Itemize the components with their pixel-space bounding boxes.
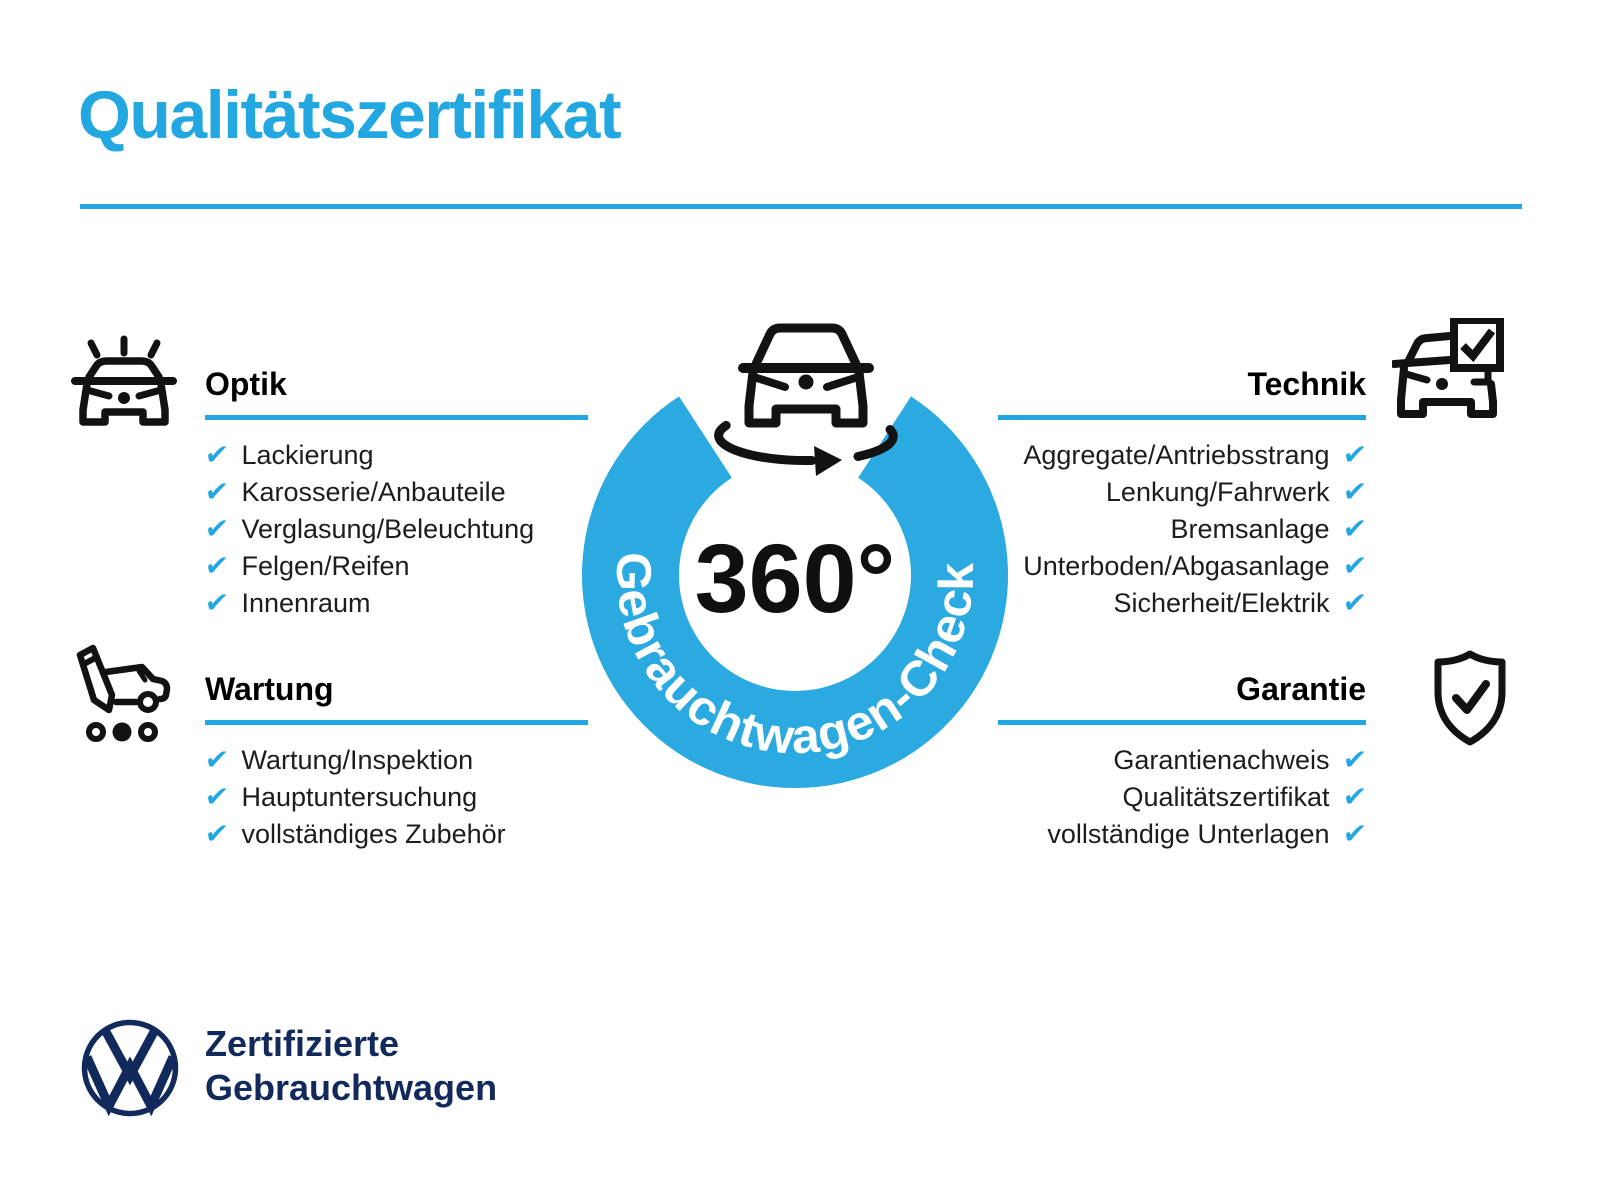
checklist-item-label: Wartung/Inspektion <box>241 744 474 775</box>
check-icon: ✔ <box>1340 780 1368 814</box>
check-icon: ✔ <box>1340 586 1368 620</box>
car-shine-icon <box>71 335 177 426</box>
checklist-item-label: Aggregate/Antriebsstrang <box>1023 439 1330 470</box>
checklist-item: ✔ vollständige Unterlagen <box>998 816 1368 853</box>
check-icon: ✔ <box>203 512 231 546</box>
section-divider <box>205 719 588 725</box>
check-icon: ✔ <box>1340 475 1368 509</box>
section-optik: Optik ✔ Lackierung ✔ Karosserie/Anbauteile ✔… <box>203 366 588 622</box>
ring <box>581 396 1008 789</box>
checklist-item: ✔ Sicherheit/Elektrik <box>998 585 1368 622</box>
car-rotate-icon <box>714 323 898 476</box>
360-degree-check-badge: Gebrauchtwagen-Check 360° <box>581 323 1008 789</box>
car-checklist-icon <box>1392 318 1504 418</box>
checklist-item: ✔ Bremsanlage <box>998 511 1368 548</box>
checklist-item-label: Bremsanlage <box>1170 513 1330 544</box>
checklist: ✔ Lackierung ✔ Karosserie/Anbauteile ✔ Vergla… <box>203 437 588 622</box>
checklist-item-label: Karosserie/Anbauteile <box>241 476 506 507</box>
section-divider <box>998 414 1366 420</box>
checklist-item: ✔ Felgen/Reifen <box>203 548 588 585</box>
checklist-item-label: Felgen/Reifen <box>241 550 410 581</box>
checklist-item: ✔ Hauptuntersuchung <box>203 779 588 816</box>
checklist-item-label: Hauptuntersuchung <box>241 781 478 812</box>
checklist-item-label: Innenraum <box>241 587 371 618</box>
checklist-item: ✔ Innenraum <box>203 585 588 622</box>
check-icon: ✔ <box>203 780 231 814</box>
checklist-item-label: Lenkung/Fahrwerk <box>1105 476 1330 507</box>
page-title: Qualitätszertifikat <box>78 77 622 153</box>
checklist-item: ✔ Lackierung <box>203 437 588 474</box>
checklist-item-label: vollständige Unterlagen <box>1047 818 1330 849</box>
pencil-car-icon <box>76 644 171 742</box>
checklist-item: ✔ Karosserie/Anbauteile <box>203 474 588 511</box>
check-icon: ✔ <box>1340 817 1368 851</box>
shield-check-icon <box>1434 650 1506 746</box>
checklist-item: ✔ Qualitätszertifikat <box>998 779 1368 816</box>
section-divider <box>998 719 1366 725</box>
checklist: ✔ Wartung/Inspektion ✔ Hauptuntersuchung ✔ vo… <box>203 742 588 853</box>
section-title: Garantie <box>1236 671 1366 707</box>
check-icon: ✔ <box>1340 438 1368 472</box>
checklist-item-label: Unterboden/Abgasanlage <box>1023 550 1330 581</box>
section-title: Optik <box>205 366 287 402</box>
brand-wordmark: Zertifizierte Gebrauchtwagen <box>205 1022 497 1110</box>
check-icon: ✔ <box>203 475 231 509</box>
checklist-item-label: Verglasung/Beleuchtung <box>241 513 535 544</box>
check-icon: ✔ <box>203 586 231 620</box>
section-technik: Technik ✔ Aggregate/Antriebsstrang ✔ Lenkun… <box>998 366 1368 622</box>
checklist-item: ✔ Verglasung/Beleuchtung <box>203 511 588 548</box>
degree-value: 360° <box>695 524 896 633</box>
checklist-item-label: Lackierung <box>241 439 374 470</box>
title-divider <box>80 204 1522 209</box>
check-icon: ✔ <box>203 817 231 851</box>
checklist-item: ✔ Garantienachweis <box>998 742 1368 779</box>
section-title: Technik <box>1247 366 1366 402</box>
section-title: Wartung <box>205 671 334 707</box>
checklist-item-label: Garantienachweis <box>1113 744 1330 775</box>
checklist-item: ✔ Wartung/Inspektion <box>203 742 588 779</box>
check-icon: ✔ <box>203 438 231 472</box>
check-icon: ✔ <box>203 549 231 583</box>
vw-logo <box>81 1019 179 1117</box>
checklist: ✔ Aggregate/Antriebsstrang ✔ Lenkung/Fahrwe… <box>998 437 1368 622</box>
checklist-item: ✔ Lenkung/Fahrwerk <box>998 474 1368 511</box>
section-wartung: Wartung ✔ Wartung/Inspektion ✔ Hauptuntersu… <box>203 671 588 853</box>
brand-line-1: Zertifizierte <box>205 1023 400 1064</box>
check-icon: ✔ <box>1340 549 1368 583</box>
checklist: ✔ Garantienachweis ✔ Qualitätszertifikat ✔ vo… <box>998 742 1368 853</box>
brand-line-2: Gebrauchtwagen <box>205 1067 498 1108</box>
checklist-item: ✔ vollständiges Zubehör <box>203 816 588 853</box>
check-icon: ✔ <box>203 743 231 777</box>
check-icon: ✔ <box>1340 743 1368 777</box>
section-garantie: Garantie ✔ Garantienachweis ✔ Qualitätszert… <box>998 671 1368 853</box>
checklist-item: ✔ Aggregate/Antriebsstrang <box>998 437 1368 474</box>
checklist-item-label: vollständiges Zubehör <box>241 818 506 849</box>
checklist-item: ✔ Unterboden/Abgasanlage <box>998 548 1368 585</box>
check-icon: ✔ <box>1340 512 1368 546</box>
checklist-item-label: Qualitätszertifikat <box>1122 781 1330 812</box>
checklist-item-label: Sicherheit/Elektrik <box>1113 587 1330 618</box>
section-divider <box>205 414 588 420</box>
